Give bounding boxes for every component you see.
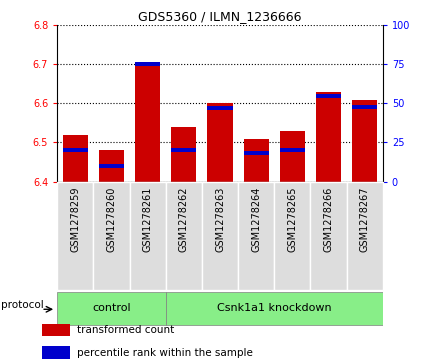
Text: GSM1278260: GSM1278260 — [106, 187, 117, 252]
Text: transformed count: transformed count — [77, 325, 174, 335]
Bar — [280, 148, 305, 152]
Bar — [99, 150, 124, 182]
Text: GSM1278264: GSM1278264 — [251, 187, 261, 252]
Bar — [316, 94, 341, 98]
Bar — [62, 135, 88, 182]
Bar — [166, 182, 202, 290]
Bar — [171, 148, 197, 152]
Bar — [238, 182, 274, 290]
Bar — [352, 99, 378, 182]
Bar — [207, 106, 233, 110]
Text: GSM1278259: GSM1278259 — [70, 187, 80, 252]
Text: Csnk1a1 knockdown: Csnk1a1 knockdown — [217, 303, 332, 313]
Text: control: control — [92, 303, 131, 313]
Bar — [129, 182, 166, 290]
Bar — [99, 164, 124, 168]
Bar — [171, 127, 197, 182]
Text: GSM1278263: GSM1278263 — [215, 187, 225, 252]
Bar — [352, 105, 378, 109]
Bar — [202, 182, 238, 290]
Text: protocol: protocol — [1, 300, 44, 310]
Bar — [311, 182, 347, 290]
Title: GDS5360 / ILMN_1236666: GDS5360 / ILMN_1236666 — [138, 10, 302, 23]
Text: GSM1278261: GSM1278261 — [143, 187, 153, 252]
Text: GSM1278267: GSM1278267 — [360, 187, 370, 252]
Bar — [42, 346, 70, 359]
Bar — [57, 182, 93, 290]
Text: GSM1278265: GSM1278265 — [287, 187, 297, 252]
Bar — [243, 151, 269, 155]
Bar — [243, 139, 269, 182]
Bar — [62, 148, 88, 152]
Text: GSM1278262: GSM1278262 — [179, 187, 189, 252]
Bar — [347, 182, 383, 290]
Bar — [93, 182, 129, 290]
Bar — [207, 103, 233, 182]
Bar — [280, 131, 305, 182]
Bar — [166, 292, 383, 325]
Bar — [316, 92, 341, 182]
Text: GSM1278266: GSM1278266 — [323, 187, 334, 252]
Bar — [135, 65, 160, 182]
Text: percentile rank within the sample: percentile rank within the sample — [77, 347, 253, 358]
Bar — [42, 324, 70, 336]
Bar — [274, 182, 311, 290]
Bar — [135, 62, 160, 66]
Bar — [57, 292, 166, 325]
